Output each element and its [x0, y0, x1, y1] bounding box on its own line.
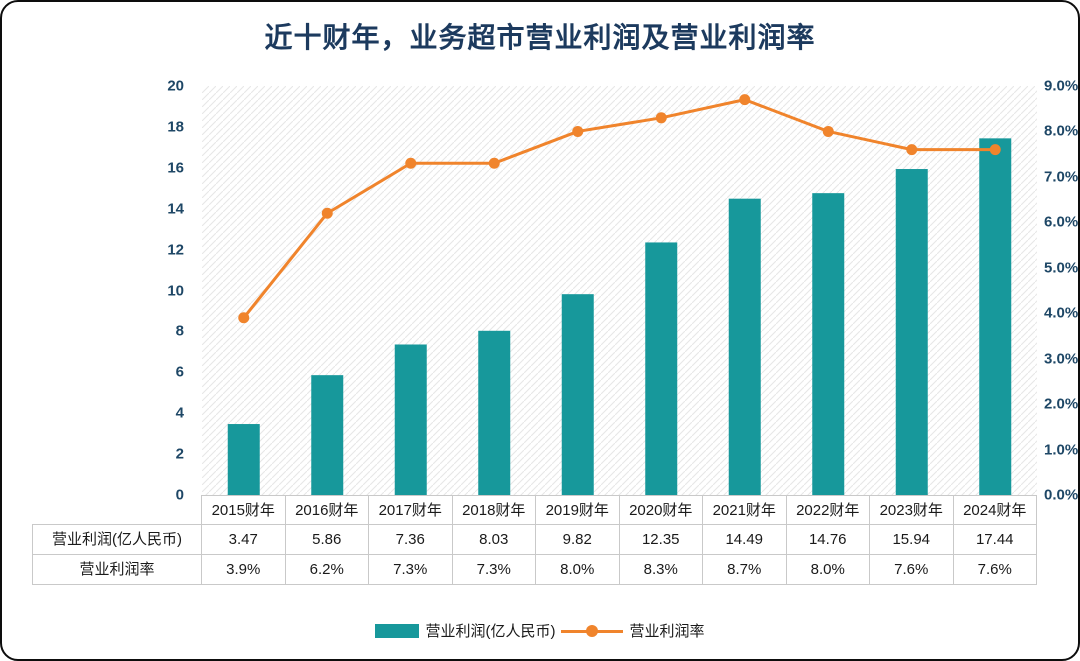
- line-point-2024财年: [989, 144, 1001, 156]
- bar-2017财年: [394, 344, 427, 495]
- legend-line-marker: [586, 624, 599, 637]
- table-value-cell: 7.3%: [452, 555, 536, 585]
- category-label: 2015财年: [202, 495, 286, 525]
- table-value-cell: 8.0%: [536, 555, 620, 585]
- axis-tick-label: 10: [167, 282, 184, 299]
- category-label: 2019财年: [536, 495, 620, 525]
- line-point-2017财年: [405, 157, 417, 169]
- axis-tick-label: 18: [167, 118, 184, 136]
- bar-2022财年: [812, 193, 845, 495]
- legend-bar-label: 营业利润(亿人民币): [425, 623, 556, 640]
- category-label: 2021财年: [703, 495, 787, 525]
- category-label: 2018财年: [452, 495, 536, 525]
- axis-tick-label: 5.0%: [1044, 259, 1079, 277]
- category-label: 2022财年: [786, 495, 870, 525]
- axis-tick-label: 6.0%: [1044, 213, 1079, 231]
- table-value-cell: 8.7%: [703, 555, 787, 585]
- bar-2016财年: [311, 375, 344, 495]
- axis-tick-label: 8.0%: [1044, 122, 1079, 140]
- axis-tick-label: 2: [175, 445, 184, 463]
- axis-tick-label: 4: [175, 404, 184, 422]
- line-point-2020财年: [655, 112, 667, 124]
- chart-title: 近十财年，业务超市营业利润及营业利润率: [264, 22, 816, 53]
- axis-tick-label: 14: [167, 200, 184, 218]
- rate-line: [242, 98, 997, 320]
- table-value-cell: 15.94: [870, 525, 954, 555]
- line-point-2022财年: [822, 125, 834, 137]
- table-value-cell: 7.6%: [953, 555, 1037, 585]
- category-label: 2024财年: [953, 495, 1037, 525]
- table-value-cell: 7.6%: [870, 555, 954, 585]
- table-value-cell: 17.44: [953, 525, 1037, 555]
- axis-tick-label: 7.0%: [1044, 168, 1079, 186]
- axis-tick-label: 6: [175, 363, 184, 381]
- table-value-cell: 9.82: [536, 525, 620, 555]
- table-value-cell: 8.3%: [619, 555, 703, 585]
- table-value-cell: 12.35: [619, 525, 703, 555]
- table-corner-blank: [32, 495, 202, 525]
- line-point-2015财年: [238, 312, 250, 324]
- table-value-cell: 8.0%: [786, 555, 870, 585]
- table-value-cell: 3.47: [202, 525, 286, 555]
- category-label: 2023财年: [870, 495, 954, 525]
- combo-chart-plot: [202, 86, 1037, 495]
- table-value-cell: 3.9%: [202, 555, 286, 585]
- category-label: 2016财年: [285, 495, 369, 525]
- line-point-2019财年: [572, 125, 584, 137]
- table-value-cell: 7.3%: [369, 555, 453, 585]
- table-value-cell: 14.76: [786, 525, 870, 555]
- table-value-cell: 8.03: [452, 525, 536, 555]
- table-row-header: 营业利润率: [32, 555, 202, 585]
- left-axis-ticks: 0 2 4 6 8 10 12 14 16 18 20: [122, 78, 192, 504]
- axis-tick-label: 2.0%: [1044, 395, 1079, 413]
- axis-tick-label: 8: [175, 322, 184, 340]
- table-value-cell: 14.49: [703, 525, 787, 555]
- bar-2018财年: [478, 330, 511, 495]
- bar-2019财年: [561, 294, 594, 495]
- line-point-2023财年: [906, 144, 918, 156]
- bar-2023财年: [895, 169, 928, 495]
- axis-tick-label: 12: [167, 241, 184, 259]
- axis-tick-label: 0.0%: [1044, 486, 1079, 504]
- bar-2020财年: [645, 242, 678, 495]
- table-value-cell: 6.2%: [285, 555, 369, 585]
- axis-tick-label: 4.0%: [1044, 304, 1079, 322]
- legend-line-label: 营业利润率: [629, 623, 705, 640]
- legend-bar-swatch-icon: [375, 623, 420, 638]
- axis-tick-label: 1.0%: [1044, 441, 1079, 459]
- bar-2024财年: [979, 138, 1012, 495]
- line-point-2021财年: [739, 94, 751, 106]
- legend: 营业利润(亿人民币) 营业利润率: [2, 620, 1078, 641]
- table-value-cell: 7.36: [369, 525, 453, 555]
- legend-line-swatch-icon: [561, 624, 624, 638]
- axis-tick-label: 0: [175, 486, 184, 504]
- axis-tick-label: 3.0%: [1044, 350, 1079, 368]
- bar-2021财年: [728, 198, 761, 495]
- table-value-cell: 5.86: [285, 525, 369, 555]
- axis-tick-label: 16: [167, 159, 184, 177]
- axis-tick-label: 9.0%: [1044, 77, 1079, 95]
- category-label: 2020财年: [619, 495, 703, 525]
- right-axis-ticks: 0.0% 1.0% 2.0% 3.0% 4.0% 5.0% 6.0% 7.0% 8.0% 9.0%: [1044, 78, 1079, 504]
- line-point-2016财年: [321, 207, 333, 219]
- bar-2015财年: [227, 424, 260, 495]
- data-table: 2015财年 2016财年 2017财年 2018财年 2019财年 2020财年 2021…: [32, 495, 1037, 585]
- category-label: 2017财年: [369, 495, 453, 525]
- table-row-header: 营业利润(亿人民币): [32, 525, 202, 555]
- line-point-2018财年: [488, 157, 500, 169]
- axis-tick-label: 20: [167, 77, 184, 95]
